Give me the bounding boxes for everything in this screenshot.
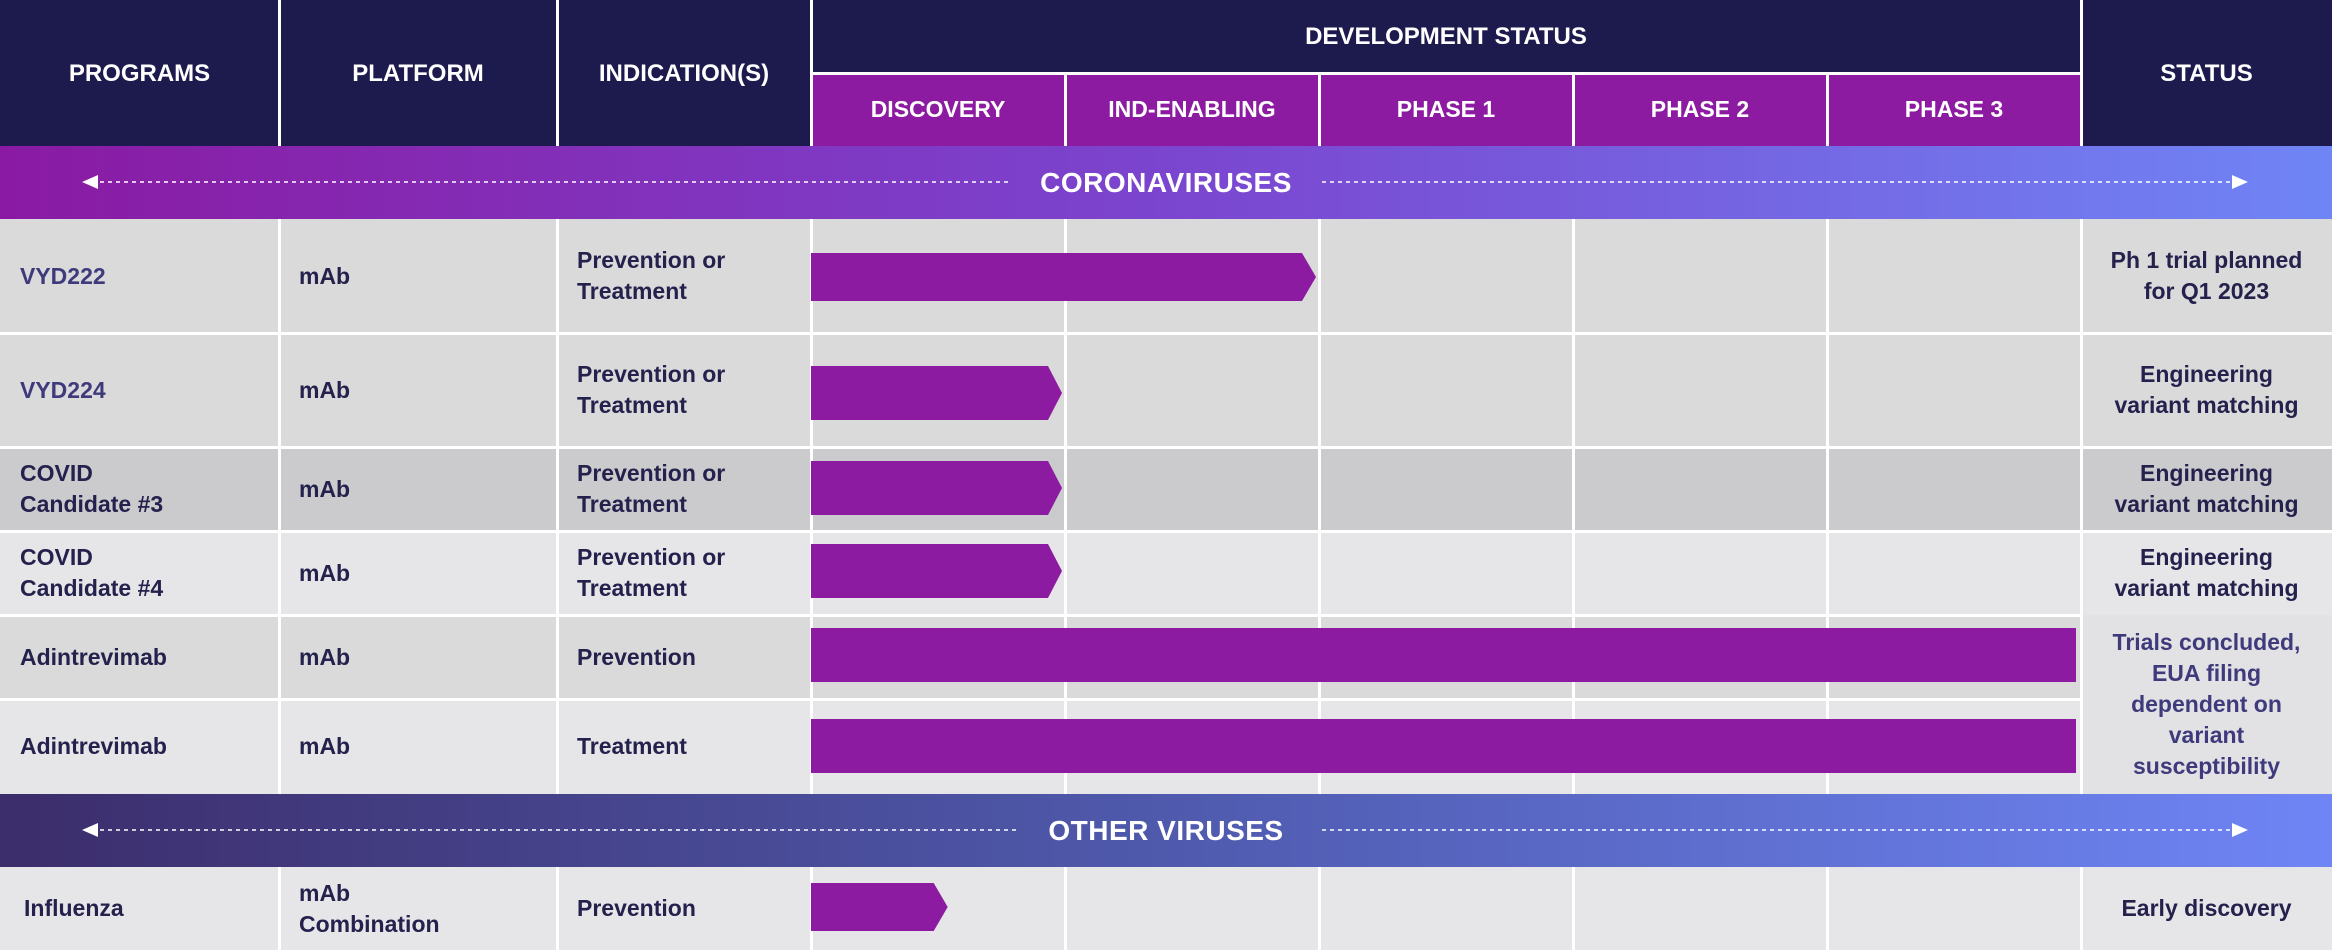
table-row — [0, 867, 2332, 950]
merged-status-cell — [2081, 615, 2332, 794]
program-name: VYD222 — [20, 262, 106, 289]
status-value: Early discovery — [2121, 895, 2292, 921]
indication-value: Treatment — [577, 733, 687, 759]
status-value: Engineering variant matching — [2114, 361, 2299, 418]
indication-value: Prevention — [577, 643, 696, 670]
program-name: COVID Candidate #4 — [20, 544, 164, 601]
indication-value: Prevention or Treatment — [577, 361, 726, 418]
header-platform: PLATFORM — [279, 0, 557, 146]
indication-value: Prevention — [577, 895, 696, 921]
platform-value: mAb — [299, 475, 351, 502]
status-value: Engineering variant matching — [2114, 544, 2299, 601]
program-name: Adintrevimab — [20, 643, 167, 670]
stage-phase-1: PHASE 1 — [1319, 73, 1573, 146]
section-band-other-viruses: OTHER VIRUSES — [0, 794, 2332, 867]
table-row — [0, 531, 2332, 615]
section-label-coronaviruses: CORONAVIRUSES — [1040, 166, 1292, 198]
platform-value: mAb — [299, 643, 351, 670]
header-programs: PROGRAMS — [0, 0, 279, 146]
status-value: Engineering variant matching — [2114, 460, 2299, 517]
stage-phase-2: PHASE 2 — [1573, 73, 1827, 146]
program-name: Adintrevimab — [20, 733, 167, 759]
status-value: Ph 1 trial planned for Q1 2023 — [2110, 247, 2303, 304]
program-name: Influenza — [24, 895, 124, 921]
platform-value: mAb Combination — [299, 879, 440, 937]
status-value-merged: Trials concluded, EUA filing dependent o… — [2112, 629, 2301, 779]
platform-value: mAb — [299, 376, 351, 403]
stage-discovery: DISCOVERY — [811, 73, 1065, 146]
section-label-other-viruses: OTHER VIRUSES — [1048, 814, 1284, 846]
indication-value: Prevention or Treatment — [577, 247, 726, 304]
table-row — [0, 333, 2332, 447]
platform-value: mAb — [299, 559, 351, 586]
header-status: STATUS — [2081, 0, 2332, 146]
stage-ind-enabling: IND-ENABLING — [1065, 73, 1319, 146]
band-arrow-line — [82, 823, 2248, 837]
table-row — [0, 447, 2332, 531]
platform-value: mAb — [299, 733, 351, 759]
indication-value: Prevention or Treatment — [577, 460, 726, 517]
platform-value: mAb — [299, 262, 351, 289]
indication-value: Prevention or Treatment — [577, 544, 726, 601]
section-band-coronaviruses: CORONAVIRUSES — [0, 146, 2332, 219]
stage-phase-3: PHASE 3 — [1827, 73, 2081, 146]
program-name: VYD224 — [20, 376, 106, 403]
header-development-status: DEVELOPMENT STATUS — [811, 0, 2081, 73]
program-name: COVID Candidate #3 — [20, 460, 164, 517]
header-indications: INDICATION(S) — [557, 0, 811, 146]
band-arrow-line — [82, 175, 2248, 189]
